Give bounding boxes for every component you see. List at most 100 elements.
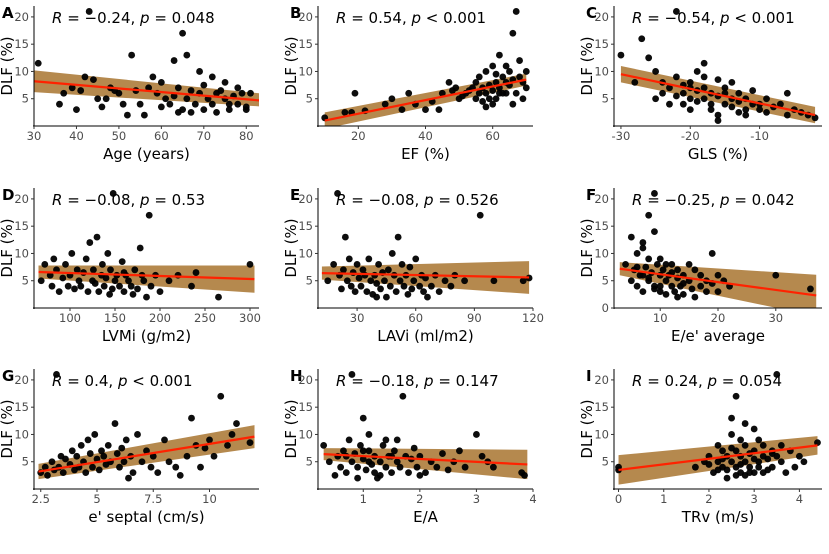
x-tick-label: 20 [351,129,366,143]
data-point [365,255,373,263]
data-point [746,463,754,471]
data-point [82,255,90,263]
data-point [50,255,58,263]
data-point [183,452,191,460]
data-point [206,436,213,444]
data-point [435,288,443,296]
data-point [673,92,680,100]
data-point [93,233,101,241]
data-point [348,371,356,378]
data-point [172,463,180,471]
data-point [90,76,97,84]
panel-letter: C [586,4,597,22]
data-point [721,84,729,92]
data-point [140,111,148,119]
data-point [461,277,468,285]
y-axis-label: DLF (%) [0,218,16,277]
data-point [134,431,141,438]
data-point [522,84,530,92]
data-point [472,95,480,103]
data-point [375,260,382,268]
x-tick-label: 1 [660,492,667,506]
r-symbol: R [52,191,62,209]
data-point [340,447,347,455]
data-point [728,103,736,111]
data-point [115,89,123,97]
correlation-annotation: R = −0.25, p = 0.042 [632,191,795,209]
data-point [90,266,97,274]
data-point [759,441,767,449]
data-point [404,290,412,298]
data-point [188,282,195,290]
p-symbol: p [706,372,717,390]
data-point [371,469,378,477]
data-point [728,414,735,422]
data-point [93,455,101,463]
x-tick-label: 60 [408,311,423,325]
data-point [365,431,373,438]
data-point [108,285,116,293]
data-point [324,277,332,285]
data-point [617,51,625,59]
data-point [59,274,67,282]
data-point [342,469,350,477]
data-point [94,95,102,103]
data-point [416,471,424,479]
data-point [452,84,460,92]
data-point [651,228,658,236]
data-point [456,447,463,455]
data-point [476,211,484,219]
data-point [763,95,770,103]
data-point [84,288,92,296]
correlation-annotation: R = −0.54, p < 0.001 [632,9,795,27]
data-point [473,431,480,438]
panel-letter: G [2,367,14,385]
data-point [104,250,112,257]
data-point [242,103,250,111]
data-point [46,271,54,279]
data-point [388,95,396,103]
data-point [482,68,490,75]
p-value: < 0.001 [127,372,192,390]
data-point [73,452,81,460]
data-point [157,78,165,86]
x-tick-label: 4 [529,492,536,506]
data-point [208,100,216,108]
data-point [768,463,776,471]
data-point [246,439,254,447]
data-point [99,260,106,268]
x-tick-label: 1 [360,492,367,506]
data-point [656,255,664,263]
data-point [161,436,168,444]
data-point [196,68,203,75]
x-tick-label: 120 [522,311,544,325]
r-value: = −0.24, [62,9,140,27]
data-point [723,474,731,482]
data-point [165,277,173,285]
correlation-annotation: R = 0.4, p < 0.001 [52,372,193,390]
data-point [485,95,493,103]
data-point [340,266,347,274]
data-point [490,277,498,285]
data-point [95,288,103,296]
x-axis-label: TRv (m/s) [681,508,754,526]
r-symbol: R [336,191,346,209]
data-point [376,458,384,466]
data-point [700,95,708,103]
data-point [398,106,406,114]
p-value: = 0.054 [717,372,782,390]
data-point [234,84,242,92]
y-tick-label: 20 [594,10,609,24]
data-point [522,68,530,75]
data-point [68,84,76,92]
data-point [170,57,178,64]
data-point [60,89,68,97]
data-point [413,463,421,471]
data-point [759,469,767,477]
data-point [349,269,357,276]
data-point [512,8,520,15]
data-point [735,89,743,97]
data-point [509,29,517,37]
data-point [102,95,110,103]
p-value: < 0.001 [421,9,486,27]
